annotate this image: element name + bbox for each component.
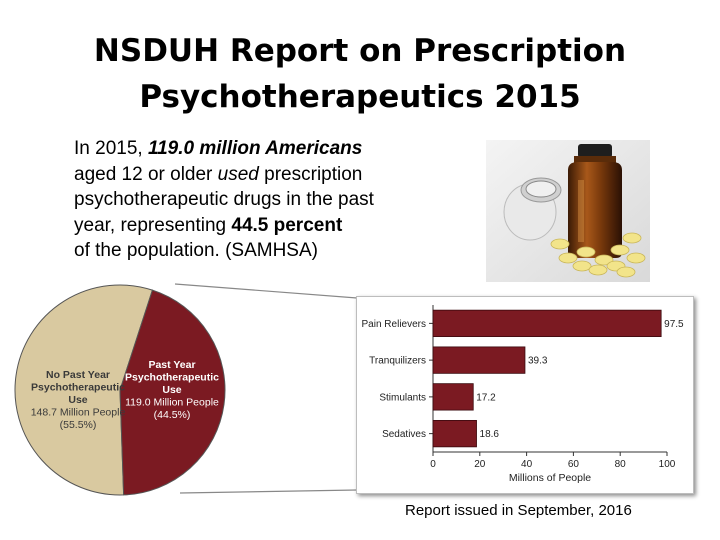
- intro-emphasis-used: used: [217, 163, 259, 185]
- x-axis-title: Millions of People: [509, 472, 591, 484]
- bar-chart-panel: Pain Relievers 97.5 Tranquilizers 39.3 Stimu…: [356, 296, 694, 494]
- intro-highlight-percent: 44.5 percent: [231, 214, 343, 236]
- y-tick-label: Pain Relievers: [362, 319, 426, 330]
- pie-label-past-year-1: Psychotherapeutic: [125, 372, 219, 384]
- y-tick-label: Sedatives: [382, 429, 426, 440]
- intro-line-2: aged 12 or older used prescription: [74, 162, 444, 188]
- pie-label-no-past-year-4: (55.5%): [60, 419, 97, 431]
- bar: [432, 309, 662, 338]
- bottle: [568, 144, 622, 258]
- y-tick-label: Stimulants: [379, 392, 426, 403]
- pie-label-past-year-0: Past Year: [148, 359, 195, 371]
- pie-label-past-year-3: 119.0 Million People: [125, 397, 219, 409]
- title-line-2: Psychotherapeutics 2015: [139, 79, 581, 115]
- bar: [432, 383, 474, 411]
- intro-highlight-americans: 119.0 million Americans: [147, 138, 363, 159]
- bar-value-label: 18.6: [480, 429, 500, 440]
- pie-label-past-year-4: (44.5%): [154, 409, 191, 421]
- x-tick-label: 20: [474, 459, 486, 470]
- report-issued-note: Report issued in September, 2016: [405, 502, 632, 519]
- bar: [432, 346, 526, 374]
- pie-slice-past-year: [119, 289, 226, 496]
- page-title: NSDUH Report on Prescription Psychothera…: [0, 28, 720, 120]
- intro-text: prescription: [258, 163, 363, 185]
- pill-bottle-photo: [486, 140, 650, 282]
- pie-label-past-year-2: Use: [162, 384, 181, 396]
- intro-line-4: year, representing 44.5 percent: [74, 213, 444, 239]
- x-tick-label: 60: [568, 459, 580, 470]
- intro-text: aged 12 or older: [74, 163, 218, 185]
- pills: [550, 232, 646, 278]
- intro-line-5: of the population. (SAMHSA): [74, 240, 318, 261]
- intro-line-3: psychotherapeutic drugs in the past: [74, 189, 374, 210]
- x-tick-label: 40: [521, 459, 533, 470]
- pie-label-no-past-year-3: 148.7 Million People: [31, 407, 126, 419]
- bar-value-label: 17.2: [476, 392, 496, 403]
- intro-paragraph: In 2015, 119.0 million Americans aged 12…: [74, 136, 444, 264]
- x-tick-label: 80: [615, 459, 627, 470]
- intro-text: year, representing: [74, 214, 232, 236]
- intro-text: In 2015,: [74, 138, 148, 159]
- bar: [432, 419, 477, 448]
- bar-value-label: 97.5: [664, 319, 684, 330]
- bar-chart: Pain Relievers 97.5 Tranquilizers 39.3 Stimu…: [362, 305, 684, 484]
- bar-value-label: 39.3: [528, 356, 548, 367]
- bottle-cap: [503, 177, 562, 241]
- pie-label-no-past-year-0: No Past Year: [46, 369, 110, 381]
- intro-line-1: In 2015, 119.0 million Americans: [74, 136, 444, 162]
- pie-label-no-past-year-2: Use: [68, 394, 87, 406]
- pie-slice-no-past-year: [14, 284, 154, 496]
- x-tick-label: 0: [430, 459, 436, 470]
- y-tick-label: Tranquilizers: [369, 356, 426, 367]
- title-line-1: NSDUH Report on Prescription: [93, 33, 627, 69]
- pie-label-no-past-year-1: Psychotherapeutic: [31, 382, 125, 394]
- x-tick-label: 100: [659, 459, 676, 470]
